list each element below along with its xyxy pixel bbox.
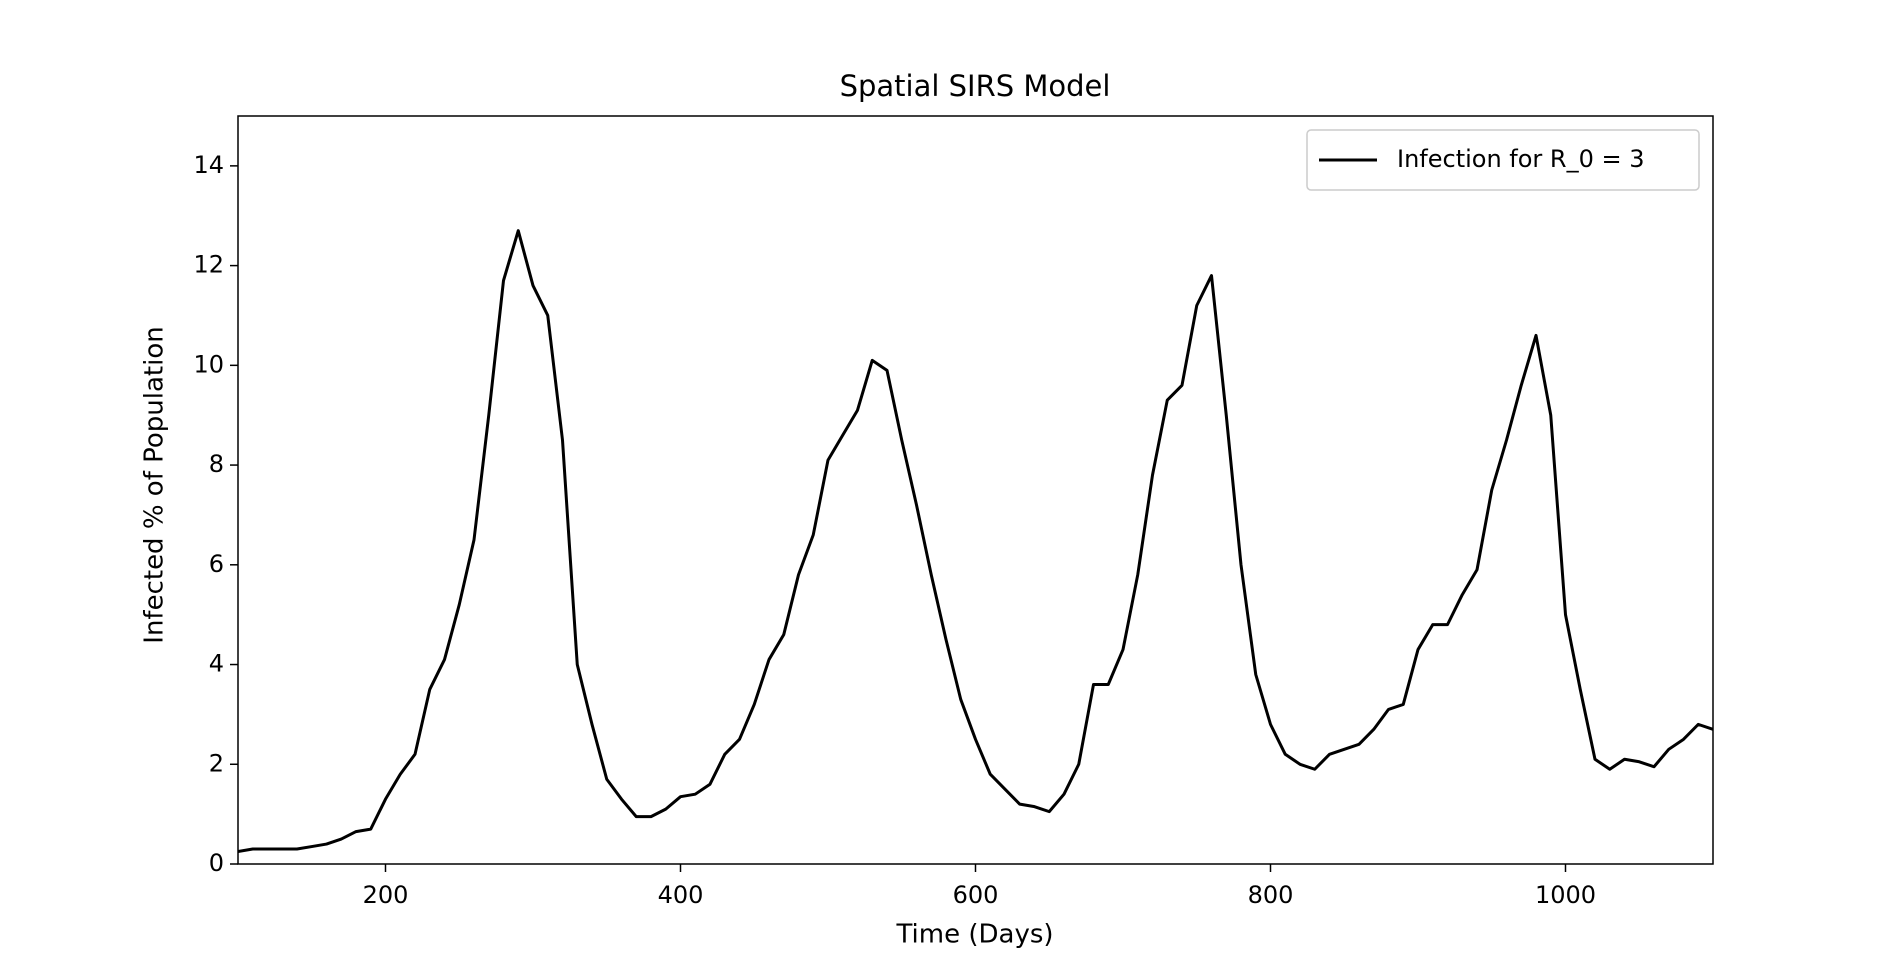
- line: [238, 229, 1713, 854]
- x-tick-label: 400: [658, 881, 704, 909]
- y-tick-label: 10: [193, 350, 224, 378]
- y-tick-label: 2: [209, 749, 224, 777]
- y-tick-label: 6: [209, 550, 224, 578]
- x-tick-label: 600: [953, 881, 999, 909]
- x-axis-label: Time (Days): [895, 920, 1053, 950]
- plot-frame: [237, 115, 1714, 865]
- legend-box: [1306, 129, 1700, 191]
- y-tick-label: 0: [209, 849, 224, 877]
- x-tick-label: 1000: [1535, 881, 1596, 909]
- y-tick-label: 8: [209, 450, 224, 478]
- y-tick-label: 4: [209, 650, 224, 678]
- y-axis-label: Infected % of Population: [140, 326, 170, 643]
- y-tick-label: 12: [193, 251, 224, 279]
- y-tick-label: 14: [193, 151, 224, 179]
- chart-title: Spatial SIRS Model: [840, 69, 1111, 103]
- x-tick-label: 200: [363, 881, 409, 909]
- x-tick-label: 800: [1248, 881, 1294, 909]
- legend-label: Infection for R_0 = 3: [1397, 145, 1645, 173]
